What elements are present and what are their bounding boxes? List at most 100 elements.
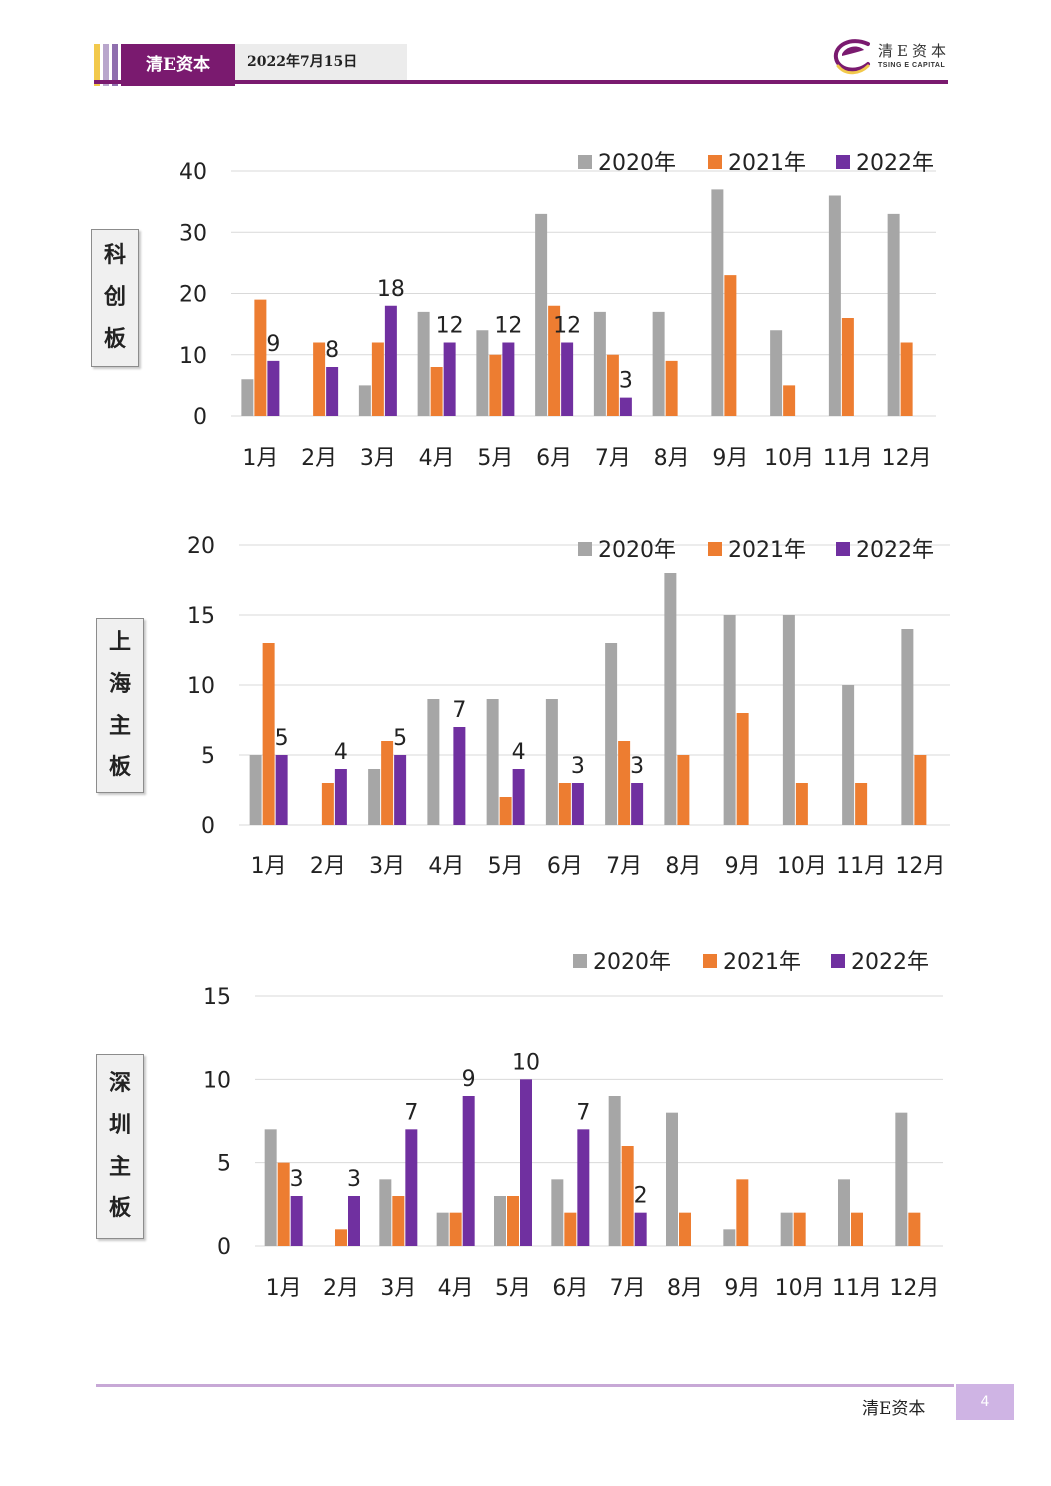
- header-stripe-yellow: [94, 44, 100, 86]
- bar: [313, 342, 326, 416]
- data-label: 3: [347, 1167, 361, 1192]
- y-tick-label: 20: [187, 534, 215, 559]
- chart-shanghai-main: 0 5 10 15 20 5 4 5 7 4 3 3 1月 2月 3月 4月 5月 6月 7月 8月 9月 10月 11月 1…: [187, 534, 950, 879]
- bar: [241, 379, 254, 416]
- x-tick-label: 8月: [654, 446, 690, 471]
- bar: [358, 385, 371, 416]
- data-label: 9: [462, 1067, 476, 1092]
- bar: [335, 1229, 347, 1246]
- header-brand: 清E资本: [121, 44, 235, 86]
- bar: [619, 397, 632, 416]
- board-label-char: 深: [108, 1070, 131, 1096]
- legend-swatch: [836, 542, 850, 556]
- bar: [558, 783, 571, 825]
- bar: [914, 755, 927, 825]
- legend-swatch: [578, 155, 592, 169]
- data-label: 3: [619, 369, 633, 394]
- data-label: 12: [436, 314, 464, 339]
- bar: [264, 1129, 277, 1246]
- bar: [381, 741, 394, 825]
- x-tick-label: 10月: [777, 854, 827, 879]
- bar: [334, 769, 347, 825]
- bar: [430, 367, 443, 416]
- legend-swatch: [708, 542, 722, 556]
- bar: [290, 1196, 303, 1246]
- x-tick-label: 5月: [495, 1276, 531, 1301]
- board-label-shenzhen-main: 深圳主板: [96, 1054, 144, 1239]
- x-tick-label: 2月: [301, 446, 337, 471]
- y-tick-label: 20: [179, 283, 207, 308]
- bar: [895, 1112, 908, 1246]
- legend-swatch: [836, 155, 850, 169]
- logo-text: 清E资本: [878, 42, 950, 60]
- x-tick-label: 4月: [419, 446, 455, 471]
- x-tick-label: 9月: [724, 1276, 760, 1301]
- x-tick-label: 8月: [667, 1276, 703, 1301]
- bar: [262, 643, 275, 825]
- legend-label: 2020年: [598, 538, 676, 563]
- data-label: 3: [630, 754, 644, 779]
- x-tick-label: 4月: [438, 1276, 474, 1301]
- legend-label: 2020年: [593, 950, 671, 975]
- bar: [855, 783, 868, 825]
- bar: [462, 1096, 475, 1246]
- bar: [851, 1212, 863, 1246]
- bar: [665, 360, 678, 416]
- bar: [499, 797, 512, 825]
- y-tick-label: 5: [201, 744, 215, 769]
- bar: [249, 755, 262, 825]
- legend-label: 2022年: [856, 538, 934, 563]
- legend-swatch: [831, 954, 845, 968]
- bar: [394, 755, 407, 825]
- legend-label: 2022年: [856, 151, 934, 176]
- y-tick-label: 10: [203, 1068, 231, 1093]
- bar: [494, 1196, 506, 1246]
- y-tick-label: 10: [179, 344, 207, 369]
- legend-label: 2021年: [723, 950, 801, 975]
- x-tick-label: 11月: [823, 446, 873, 471]
- bar: [348, 1196, 360, 1246]
- x-tick-label: 4月: [428, 854, 464, 879]
- x-tick-label: 11月: [836, 854, 886, 879]
- bar: [736, 713, 749, 825]
- bar: [631, 783, 644, 825]
- bar: [605, 643, 618, 825]
- board-label-char: 科: [103, 243, 126, 269]
- legend-label: 2021年: [728, 538, 806, 563]
- bar: [780, 1212, 793, 1246]
- y-tick-label: 10: [187, 674, 215, 699]
- x-tick-label: 6月: [547, 854, 583, 879]
- bar: [571, 783, 584, 825]
- bar: [321, 783, 334, 825]
- bar: [520, 1079, 532, 1246]
- header-rule: [94, 80, 948, 84]
- bar: [634, 1212, 647, 1246]
- bar: [392, 1196, 405, 1246]
- bar: [608, 1096, 621, 1246]
- board-label-shanghai-main: 上海主板: [96, 618, 144, 793]
- bar: [664, 573, 677, 825]
- data-label: 7: [404, 1100, 418, 1125]
- x-tick-label: 6月: [552, 1276, 588, 1301]
- page-header: 清E资本 2022年7月15日 清E资本 TSING E CAPITAL: [0, 0, 1051, 90]
- bar: [486, 699, 499, 825]
- board-label-char: 板: [108, 1196, 131, 1222]
- bar: [828, 195, 841, 416]
- board-label-char: 主: [108, 1154, 131, 1180]
- bar: [782, 615, 795, 825]
- data-label: 3: [290, 1167, 304, 1192]
- y-tick-label: 15: [203, 985, 231, 1010]
- x-tick-label: 12月: [889, 1276, 939, 1301]
- bar: [489, 354, 502, 416]
- bar: [679, 1212, 691, 1246]
- board-label-char: 板: [103, 326, 126, 352]
- footer-rule: [96, 1384, 954, 1387]
- bar: [384, 305, 397, 416]
- y-tick-label: 0: [217, 1235, 231, 1260]
- x-tick-label: 8月: [665, 854, 701, 879]
- legend-label: 2020年: [598, 151, 676, 176]
- data-label: 12: [553, 314, 581, 339]
- bar: [561, 342, 574, 416]
- bar: [535, 213, 548, 416]
- x-tick-label: 2月: [310, 854, 346, 879]
